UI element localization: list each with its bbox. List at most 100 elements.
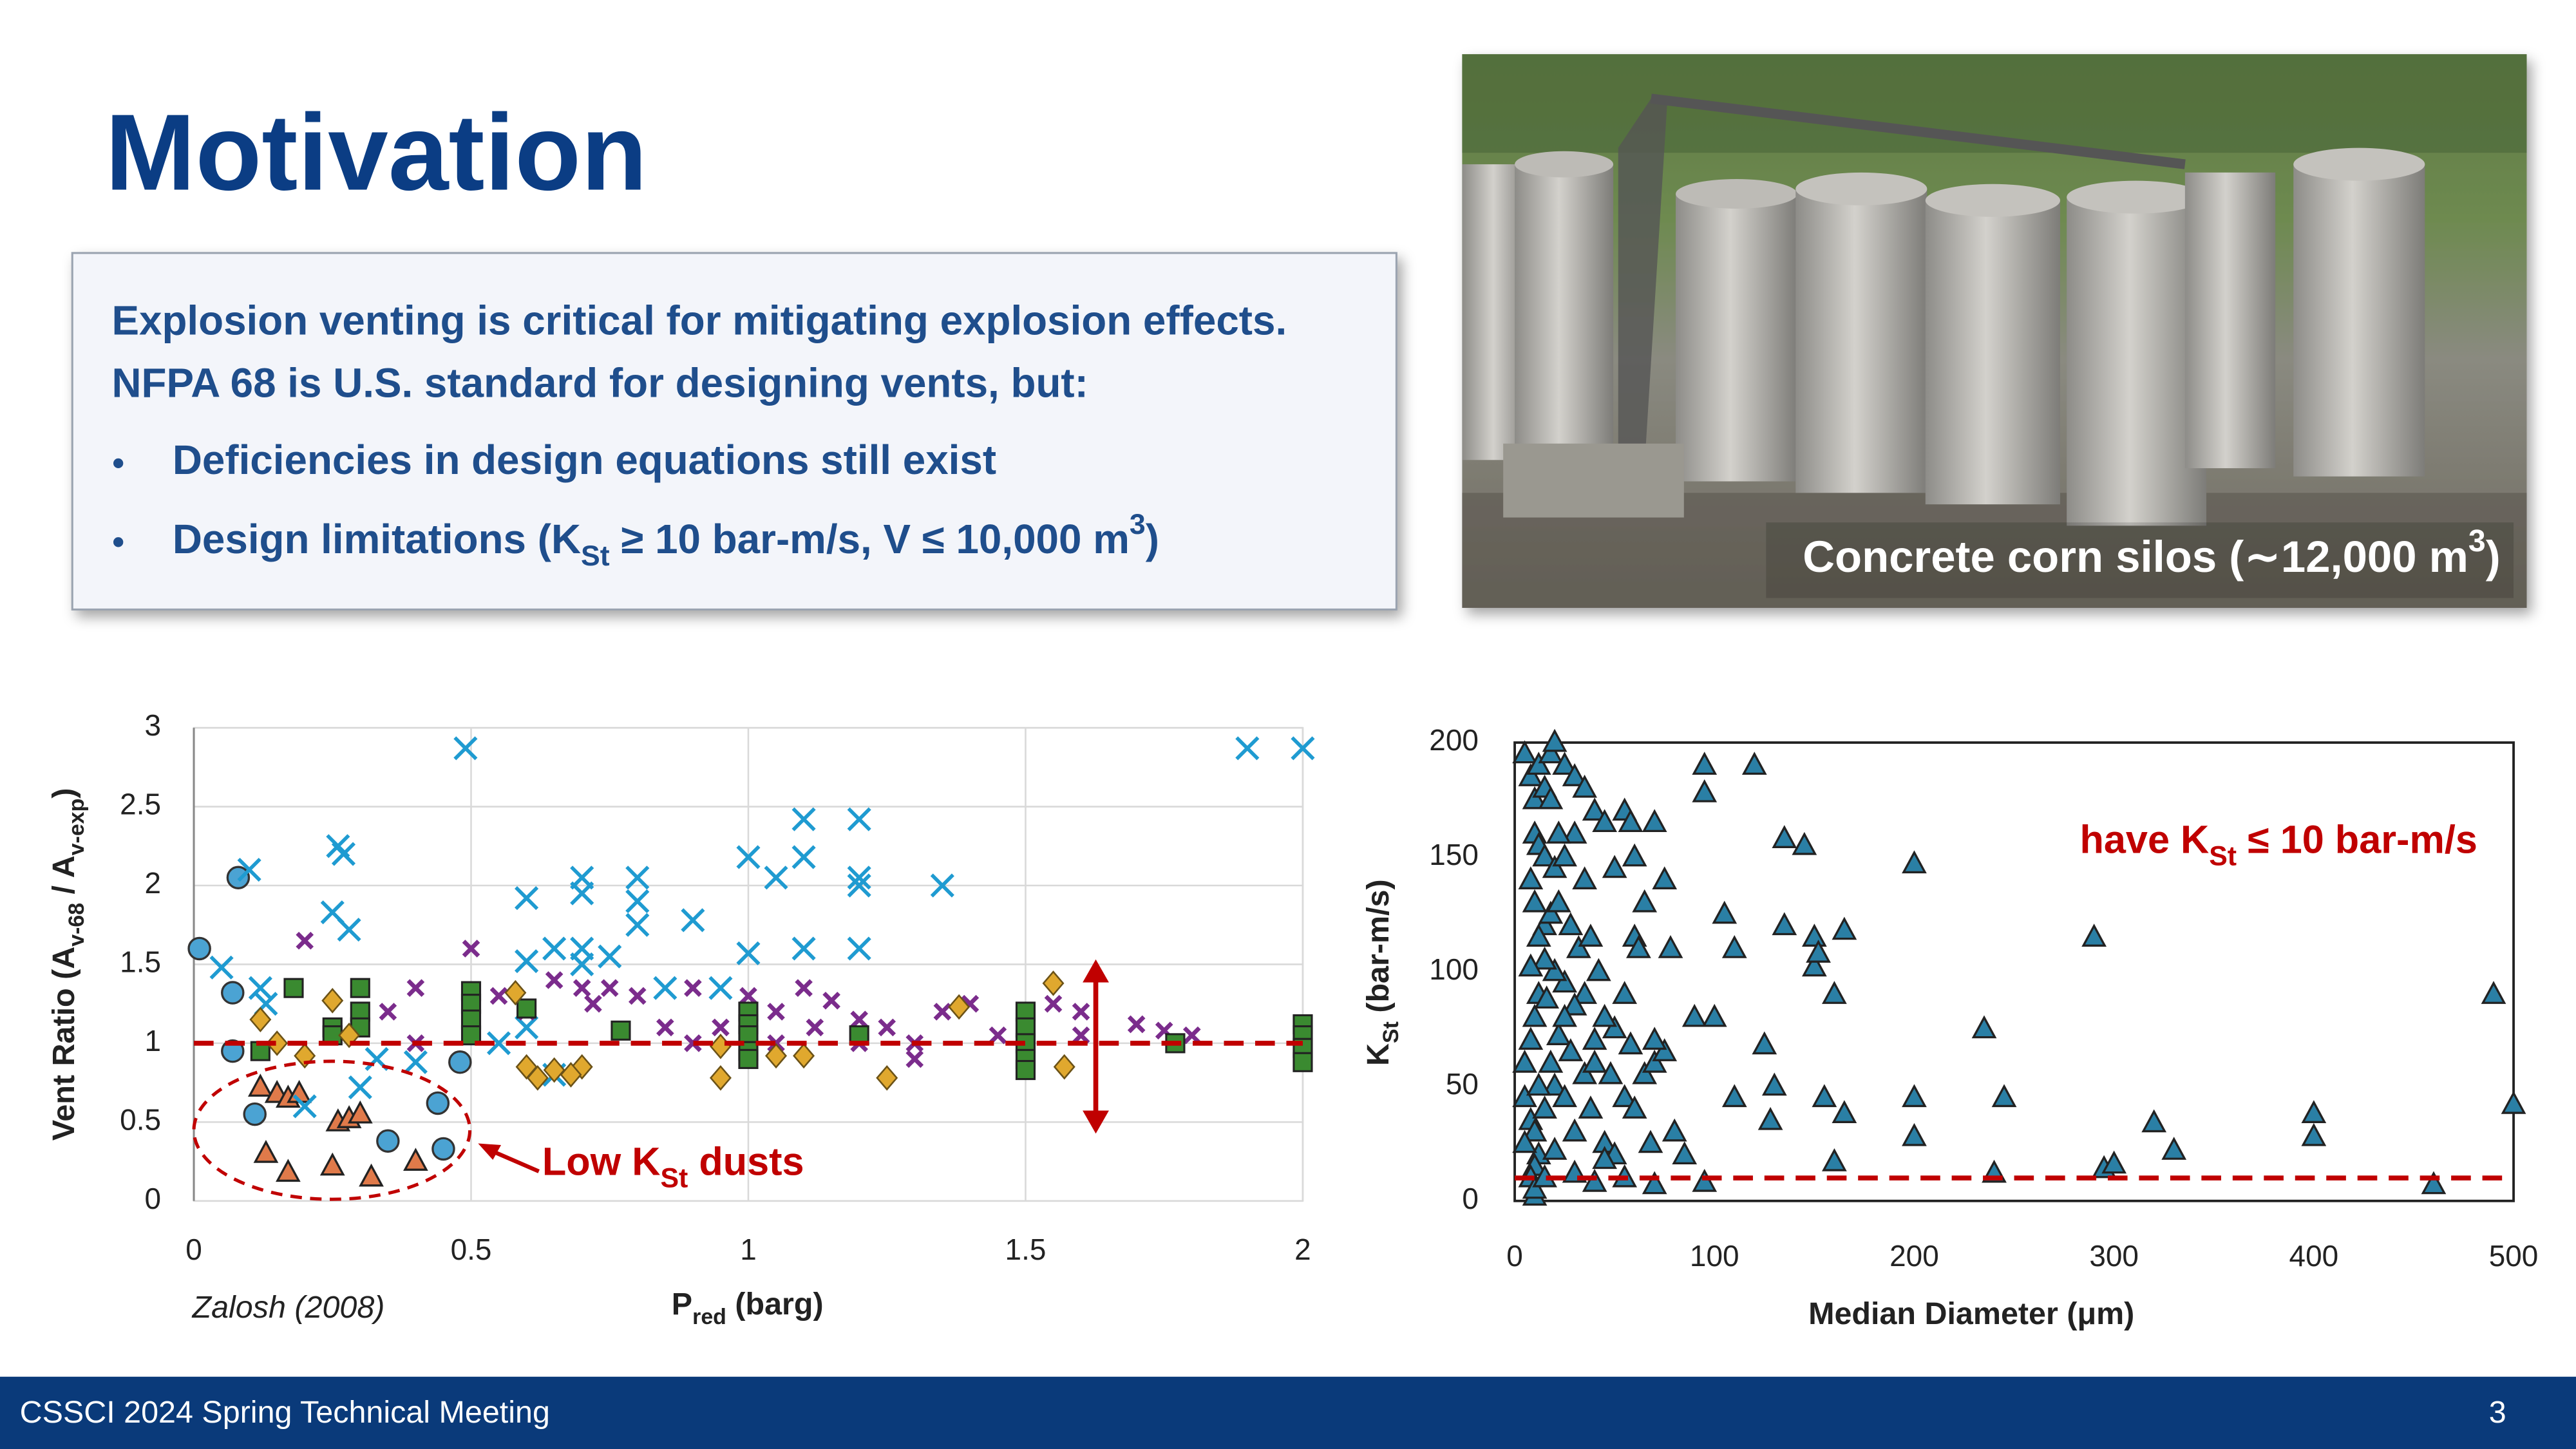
bullet-text-part: St	[581, 540, 610, 572]
point	[1538, 740, 1564, 764]
point	[791, 807, 816, 831]
y-axis-label-part: (bar-m/s)	[1361, 879, 1396, 1021]
point	[1542, 728, 1567, 752]
point	[1592, 1146, 1617, 1170]
annotation: have KSt ≤ 10 bar-m/s	[2079, 818, 2477, 872]
point	[1526, 1072, 1551, 1096]
point	[1642, 1027, 1667, 1050]
bullet-text-part: ≥ 10 bar-m/s, V ≤ 10,000 m	[610, 516, 1130, 562]
point	[348, 1075, 372, 1100]
point	[767, 1003, 785, 1021]
x-tick-label: 300	[2089, 1239, 2139, 1273]
point	[1526, 923, 1551, 947]
point	[1582, 1168, 1607, 1192]
point	[625, 889, 650, 914]
point	[1902, 1122, 1927, 1146]
point	[1532, 1095, 1557, 1119]
point	[1572, 1061, 1597, 1084]
point	[1552, 1003, 1577, 1027]
point	[542, 936, 567, 961]
point	[1806, 940, 1831, 963]
point	[426, 1091, 450, 1115]
annotation-part: St	[660, 1163, 688, 1194]
y-axis-label-part: K	[1361, 1043, 1396, 1066]
point	[1801, 953, 1827, 977]
point	[545, 971, 564, 989]
point	[1542, 855, 1567, 878]
point	[1586, 958, 1611, 981]
point	[736, 941, 761, 965]
point	[1712, 900, 1738, 924]
point	[2501, 1090, 2526, 1114]
point	[1572, 774, 1597, 798]
photo-caption: Concrete corn silos (∼12,000 m3)	[1803, 524, 2500, 582]
point	[1642, 1171, 1667, 1195]
point	[1522, 889, 1548, 913]
point	[1991, 1084, 2017, 1108]
point	[1692, 752, 1718, 775]
annotation: Low KSt dusts	[542, 1140, 804, 1194]
point	[1792, 831, 1817, 855]
point	[1772, 825, 1797, 848]
point	[1612, 1084, 1638, 1108]
y-axis-label: Vent Ratio (Av-68 / Av-exp)	[46, 788, 89, 1141]
point	[226, 866, 251, 889]
point	[625, 866, 650, 890]
point	[1044, 994, 1063, 1013]
x-tick-label: 2	[1294, 1233, 1311, 1266]
arrow-head	[1083, 1110, 1109, 1134]
point	[516, 998, 537, 1019]
point	[248, 976, 272, 1000]
point	[573, 979, 591, 998]
y-axis-label-part: v-exp	[64, 799, 89, 856]
highlight-ellipse	[192, 1059, 472, 1201]
point	[1522, 1118, 1548, 1142]
point	[1721, 935, 1747, 958]
point	[930, 873, 954, 898]
footer-text: CSSCI 2024 Spring Technical Meeting	[20, 1395, 550, 1430]
point	[1546, 889, 1571, 913]
point	[448, 1050, 472, 1074]
point	[989, 1026, 1007, 1045]
point	[1512, 1049, 1537, 1073]
point	[515, 886, 539, 911]
point	[1612, 981, 1638, 1004]
point	[736, 845, 761, 869]
point	[793, 1043, 815, 1069]
y-axis-label: KSt (bar-m/s)	[1361, 879, 1403, 1066]
point	[806, 1018, 824, 1037]
y-tick-label: 2.5	[120, 788, 161, 821]
point	[1512, 740, 1537, 764]
point	[1542, 1072, 1567, 1096]
point	[847, 807, 871, 831]
point	[403, 1050, 428, 1074]
point	[1578, 923, 1604, 947]
point	[1552, 752, 1577, 775]
point	[570, 952, 594, 977]
point	[1291, 736, 1315, 761]
point	[283, 978, 304, 998]
point	[331, 842, 356, 866]
x-tick-label: 200	[1889, 1239, 1939, 1273]
point	[1522, 1175, 1548, 1199]
chart-1-decor	[192, 959, 1109, 1201]
y-tick-label: 100	[1429, 952, 1479, 986]
point	[1542, 1137, 1567, 1160]
point	[337, 918, 361, 942]
point	[1618, 809, 1643, 833]
point	[2301, 1100, 2327, 1123]
bullet	[113, 537, 124, 547]
point	[1757, 1106, 1783, 1130]
y-tick-label: 1	[144, 1024, 161, 1057]
point	[1562, 763, 1587, 786]
point	[2161, 1137, 2187, 1160]
bullet-text: Design limitations (KSt ≥ 10 bar-m/s, V …	[173, 509, 1159, 572]
point	[1293, 1052, 1313, 1072]
point	[1042, 971, 1065, 996]
point	[221, 981, 245, 1005]
y-axis-label-part: / A	[46, 855, 81, 903]
point	[350, 978, 370, 998]
point	[1626, 935, 1651, 958]
point	[791, 845, 816, 869]
